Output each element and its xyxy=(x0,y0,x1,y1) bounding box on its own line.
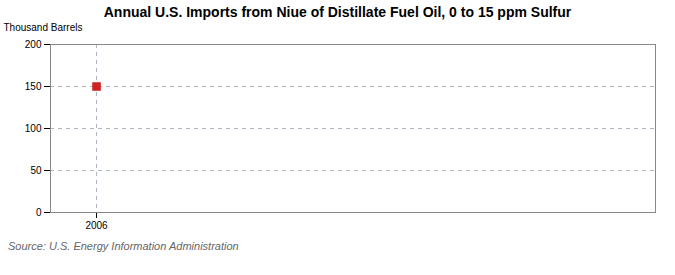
svg-text:200: 200 xyxy=(25,39,42,50)
svg-text:2006: 2006 xyxy=(85,220,108,231)
html-text:Source: U.S. Energy Informatio: Source: U.S. Energy Information Administ… xyxy=(8,240,239,252)
svg-text:0: 0 xyxy=(36,207,42,218)
svg-text:100: 100 xyxy=(25,123,42,134)
svg-text:Thousand Barrels: Thousand Barrels xyxy=(4,22,83,33)
svg-text:50: 50 xyxy=(30,165,42,176)
svg-text:150: 150 xyxy=(25,81,42,92)
html-text:Annual U.S. Imports from Niue: Annual U.S. Imports from Niue of Distill… xyxy=(103,4,572,20)
